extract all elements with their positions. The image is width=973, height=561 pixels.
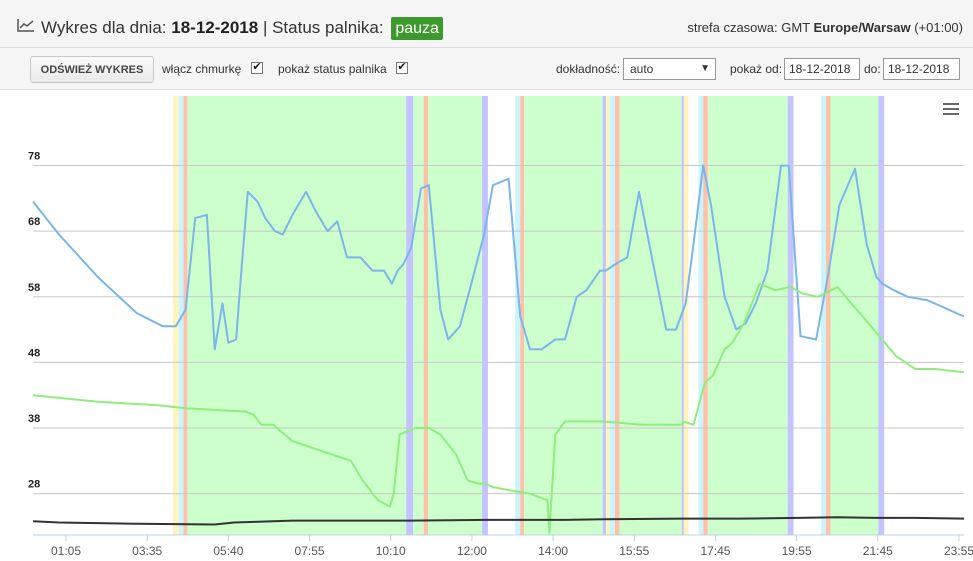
status-band-5 bbox=[413, 96, 424, 535]
chart-axis: 28 38 48 58 68 78 01:05 03:35 05:40 07:55 10:10 12:… bbox=[28, 151, 973, 558]
x-tick-label: 23:55 bbox=[944, 544, 973, 558]
temperature-chart: 28 38 48 58 68 78 01:05 03:35 05:40 07:55 10:10 12:… bbox=[28, 96, 973, 558]
x-tick-label: 01:05 bbox=[51, 544, 81, 558]
status-label: | Status palnika: bbox=[262, 18, 384, 37]
series-line-0 bbox=[32, 164, 965, 351]
x-tick-label: 19:55 bbox=[782, 544, 812, 558]
title-bar: Wykres dla dnia: 18-12-2018 | Status pal… bbox=[0, 0, 973, 48]
x-tick-label: 14:00 bbox=[538, 544, 568, 558]
x-tick-label: 10:10 bbox=[376, 544, 406, 558]
status-band-24 bbox=[825, 96, 831, 535]
status-band-19 bbox=[698, 96, 704, 535]
status-band-15 bbox=[614, 96, 620, 535]
page-title: Wykres dla dnia: 18-12-2018 | Status pal… bbox=[41, 17, 443, 40]
timezone-offset: (+01:00) bbox=[914, 20, 963, 35]
status-band-20 bbox=[703, 96, 708, 535]
from-date-label: pokaż od: bbox=[730, 62, 783, 76]
status-band-10 bbox=[520, 96, 525, 535]
refresh-chart-button[interactable]: ODŚWIEŻ WYKRES bbox=[30, 56, 154, 83]
status-band-22 bbox=[787, 96, 794, 535]
cloud-toggle-label: włącz chmurkę bbox=[162, 62, 242, 76]
x-tick-label: 05:40 bbox=[213, 544, 243, 558]
chart-series bbox=[32, 164, 965, 534]
timezone-zone: Europe/Warsaw bbox=[813, 20, 911, 35]
to-date-label: do: bbox=[864, 62, 881, 76]
status-band-4 bbox=[406, 96, 414, 535]
dropdown-arrow-icon: ▼ bbox=[700, 63, 710, 74]
status-band-0 bbox=[173, 96, 179, 535]
status-band-8 bbox=[482, 96, 488, 535]
status-band-18 bbox=[683, 96, 689, 535]
chart-grid bbox=[33, 165, 964, 495]
x-tick-label: 07:55 bbox=[295, 544, 325, 558]
x-tick-label: 17:45 bbox=[700, 544, 730, 558]
line-chart-icon bbox=[17, 19, 34, 32]
to-date-input[interactable]: 18-12-2018 bbox=[883, 58, 960, 80]
y-tick-label: 38 bbox=[28, 413, 40, 425]
status-band-26 bbox=[878, 96, 885, 535]
burner-status-bands bbox=[173, 96, 885, 535]
y-tick-label: 78 bbox=[28, 151, 40, 163]
chart-menu-icon[interactable] bbox=[943, 103, 959, 117]
status-band-6 bbox=[423, 96, 428, 535]
status-band-25 bbox=[830, 96, 879, 535]
x-tick-label: 15:55 bbox=[619, 544, 649, 558]
status-band-13 bbox=[605, 96, 610, 535]
burner-status-toggle-checkbox[interactable]: ✔ bbox=[396, 61, 408, 74]
status-badge: pauza bbox=[391, 17, 443, 40]
status-band-14 bbox=[609, 96, 615, 535]
x-tick-label: 03:35 bbox=[132, 544, 162, 558]
title-date: 18-12-2018 bbox=[171, 18, 259, 37]
timezone-prefix: strefa czasowa: GMT bbox=[687, 20, 810, 35]
y-tick-label: 28 bbox=[28, 479, 40, 491]
status-band-7 bbox=[427, 96, 483, 535]
y-tick-label: 68 bbox=[28, 216, 40, 228]
accuracy-select-value: auto bbox=[630, 62, 654, 76]
status-band-11 bbox=[524, 96, 603, 535]
cloud-toggle-checkbox[interactable]: ✔ bbox=[251, 61, 263, 74]
y-tick-label: 58 bbox=[28, 282, 40, 294]
y-tick-label: 48 bbox=[28, 347, 40, 359]
status-band-12 bbox=[602, 96, 609, 535]
status-band-23 bbox=[821, 96, 826, 535]
series-line-1 bbox=[32, 282, 965, 534]
accuracy-select[interactable]: auto ▼ bbox=[623, 58, 716, 80]
timezone-info: strefa czasowa: GMT Europe/Warsaw (+01:0… bbox=[687, 20, 963, 35]
from-date-input[interactable]: 18-12-2018 bbox=[784, 58, 860, 80]
title-prefix: Wykres dla dnia: bbox=[41, 18, 167, 37]
x-tick-label: 12:00 bbox=[457, 544, 487, 558]
x-tick-label: 21:45 bbox=[863, 544, 893, 558]
status-band-16 bbox=[619, 96, 682, 535]
burner-status-toggle-label: pokaż status palnika bbox=[278, 62, 387, 76]
status-band-9 bbox=[515, 96, 521, 535]
accuracy-label: dokładność: bbox=[556, 62, 621, 76]
series-line-2 bbox=[32, 516, 965, 526]
status-band-2 bbox=[183, 96, 188, 535]
